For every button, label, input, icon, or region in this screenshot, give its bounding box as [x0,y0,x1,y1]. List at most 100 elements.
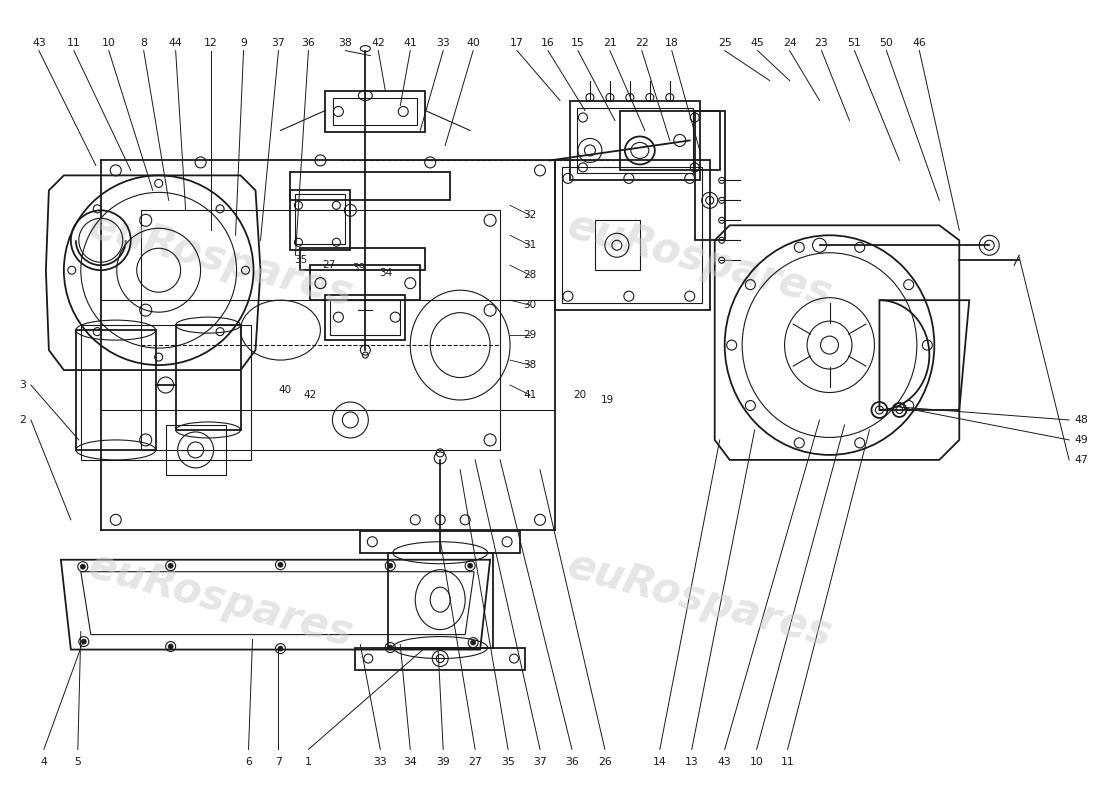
Circle shape [168,644,173,649]
Text: 17: 17 [510,38,524,48]
Text: 34: 34 [404,758,417,767]
Bar [388,553,493,647]
Text: euRospares: euRospares [563,205,837,316]
Bar [290,190,350,250]
Text: 28: 28 [524,270,537,280]
Text: 37: 37 [272,38,285,48]
Text: 13: 13 [685,758,698,767]
Text: 35: 35 [502,758,515,767]
Bar [595,220,640,270]
Text: 43: 43 [32,38,46,48]
Bar [76,330,156,450]
Text: 5: 5 [75,758,81,767]
Bar [578,107,693,174]
Circle shape [81,639,86,644]
Text: 47: 47 [1074,455,1088,465]
Text: 33: 33 [437,38,450,48]
Bar [562,167,702,303]
Text: 42: 42 [304,390,317,400]
Circle shape [80,564,86,570]
Bar [176,325,241,430]
Text: 30: 30 [524,300,537,310]
Text: 33: 33 [373,758,387,767]
Text: 8: 8 [141,38,147,48]
Bar [695,110,725,240]
Text: 27: 27 [469,758,482,767]
Text: 26: 26 [598,758,612,767]
Bar [620,110,719,170]
Text: 34: 34 [378,268,392,278]
Text: 38: 38 [339,38,352,48]
Text: 10: 10 [750,758,763,767]
Bar [290,172,450,200]
Bar [300,248,426,270]
Bar [556,161,710,310]
Text: 39: 39 [437,758,450,767]
Text: 35: 35 [294,255,307,266]
Text: 43: 43 [718,758,732,767]
Text: euRospares: euRospares [84,544,358,655]
Text: 16: 16 [541,38,554,48]
Text: 23: 23 [815,38,828,48]
Bar [361,530,520,553]
Text: euRospares: euRospares [563,544,837,655]
Text: 38: 38 [524,360,537,370]
Text: 40: 40 [279,385,292,395]
Bar [326,90,426,133]
Text: 50: 50 [880,38,893,48]
Bar [326,295,405,340]
Text: 49: 49 [1074,435,1088,445]
Circle shape [278,562,283,567]
Circle shape [471,640,475,645]
Text: 42: 42 [372,38,385,48]
Text: 51: 51 [848,38,861,48]
Bar [355,647,525,670]
Text: 4: 4 [41,758,47,767]
Circle shape [388,563,393,568]
Text: 15: 15 [571,38,585,48]
Bar [330,300,400,335]
Text: 29: 29 [524,330,537,340]
Circle shape [168,563,173,568]
Circle shape [278,646,283,651]
Text: 24: 24 [783,38,796,48]
Text: 31: 31 [524,240,537,250]
Text: 36: 36 [565,758,579,767]
Text: 19: 19 [602,395,615,405]
Text: 39: 39 [352,263,365,274]
Text: 36: 36 [301,38,316,48]
Bar [296,194,345,244]
Text: 40: 40 [466,38,480,48]
Text: 14: 14 [653,758,667,767]
Text: 41: 41 [524,390,537,400]
Text: 9: 9 [240,38,248,48]
Text: 46: 46 [913,38,926,48]
Text: 11: 11 [67,38,80,48]
Text: 12: 12 [204,38,218,48]
Circle shape [468,563,473,568]
Circle shape [388,645,393,650]
Text: 48: 48 [1074,415,1088,425]
Text: 10: 10 [102,38,116,48]
Text: 3: 3 [20,380,26,390]
Text: 11: 11 [781,758,794,767]
Text: 45: 45 [751,38,764,48]
Text: 37: 37 [534,758,547,767]
Text: 20: 20 [573,390,586,400]
Text: euRospares: euRospares [84,205,358,316]
Text: 25: 25 [718,38,732,48]
Bar [166,425,226,475]
Text: 1: 1 [305,758,312,767]
Text: 44: 44 [168,38,183,48]
Bar [80,325,251,460]
Bar [333,98,417,126]
Text: 32: 32 [524,210,537,220]
Text: 2: 2 [20,415,26,425]
Bar [141,210,500,450]
Text: 22: 22 [635,38,649,48]
Bar [310,266,420,300]
Text: 41: 41 [404,38,417,48]
Text: 7: 7 [275,758,282,767]
Text: 27: 27 [322,260,335,270]
Text: 6: 6 [245,758,252,767]
